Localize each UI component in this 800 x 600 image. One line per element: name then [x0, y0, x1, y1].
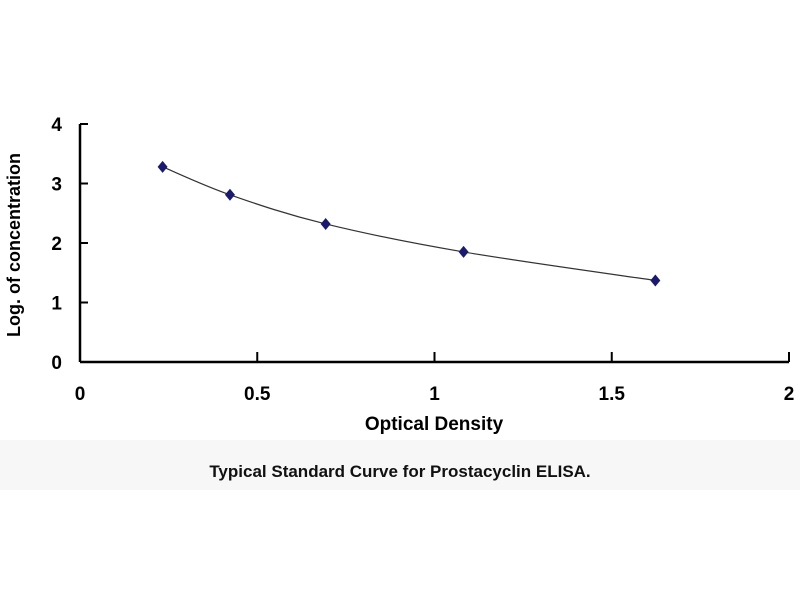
x-tick-label: 1.5 [599, 384, 626, 405]
x-tick-label: 0.5 [244, 384, 271, 405]
curve-line [162, 166, 656, 282]
data-point [320, 217, 331, 230]
chart-caption: Typical Standard Curve for Prostacyclin … [209, 462, 591, 481]
data-point [458, 245, 469, 258]
x-axis-label: Optical Density [365, 414, 504, 435]
y-tick-label: 4 [51, 115, 62, 136]
x-tick-label: 1 [429, 384, 440, 405]
x-tick-label: 0 [75, 384, 86, 405]
standard-curve-chart: 0 0.5 1 1.5 2 0 1 2 3 4 Optical Density Log. of c… [4, 115, 795, 435]
y-tick-label: 3 [51, 175, 62, 196]
caption-bar: Typical Standard Curve for Prostacyclin … [0, 440, 800, 490]
y-tick-label: 0 [51, 353, 62, 374]
y-tick-label: 2 [51, 234, 62, 255]
data-point [224, 188, 235, 201]
data-point [650, 274, 661, 287]
y-axis-label: Log. of concentration [4, 153, 24, 337]
y-tick-label: 1 [51, 294, 62, 315]
data-point [157, 160, 168, 173]
x-tick-label: 2 [784, 384, 795, 405]
